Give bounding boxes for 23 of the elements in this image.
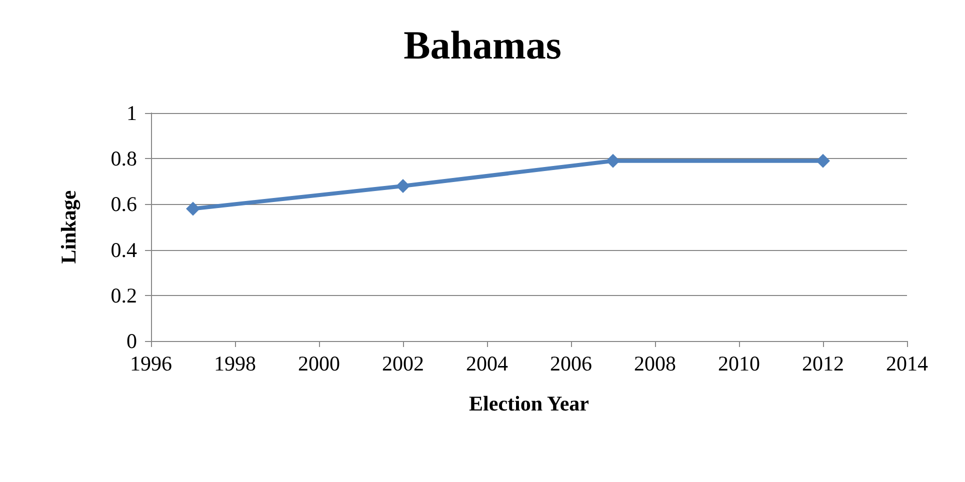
y-tick-label: 0.8 — [110, 146, 137, 171]
y-axis-title: Linkage — [56, 190, 80, 264]
x-tick-label: 2002 — [382, 352, 424, 376]
x-tick-label: 2000 — [298, 352, 340, 376]
y-tick-label: 0.2 — [110, 283, 137, 308]
x-tick-label: 2004 — [466, 352, 508, 376]
x-tick-label: 1996 — [130, 352, 172, 376]
x-tick-label: 2014 — [886, 352, 928, 376]
x-tick-label: 2008 — [634, 352, 676, 376]
x-tick-label: 2010 — [718, 352, 760, 376]
y-tick-label: 0 — [126, 329, 137, 353]
x-tick-label: 1998 — [214, 352, 256, 376]
point — [396, 178, 410, 193]
y-tick-label: 0.6 — [110, 192, 137, 216]
x-axis-title: Election Year — [469, 392, 589, 416]
x-tick-label: 2012 — [802, 352, 844, 376]
y-tick-label: 0.4 — [110, 238, 138, 262]
point — [606, 154, 620, 168]
chart-title: Bahamas — [404, 22, 562, 68]
point — [186, 202, 200, 216]
y-tick-label: 1 — [126, 101, 137, 125]
x-tick-label: 2006 — [550, 352, 592, 376]
point — [816, 154, 830, 168]
